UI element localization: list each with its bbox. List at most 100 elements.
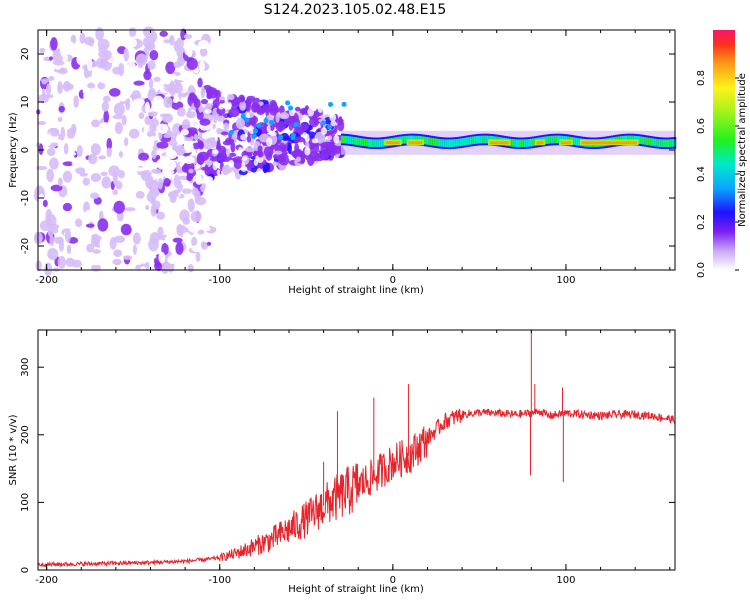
heatmap-cell (73, 95, 79, 108)
heatmap-cell (216, 127, 223, 135)
heatmap-cell (440, 139, 444, 147)
heatmap-cell (45, 83, 52, 96)
heatmap-cell (654, 138, 658, 147)
y-tick-label: 0 (20, 147, 31, 153)
heatmap-cell (334, 246, 339, 253)
heatmap-cell (186, 127, 198, 135)
heatmap-cell (175, 241, 184, 255)
heatmap-cell (79, 172, 88, 177)
heatmap-cell (428, 137, 432, 146)
heatmap-cell (323, 34, 328, 43)
heatmap-cell (261, 194, 266, 201)
heatmap-cell (167, 255, 179, 265)
heatmap-cell (193, 133, 199, 141)
heatmap-cell (158, 251, 166, 264)
heatmap-cell (197, 229, 205, 235)
x-tick-label: -100 (208, 275, 231, 286)
heatmap-cell (306, 238, 312, 245)
heatmap-cell (78, 234, 85, 242)
heatmap-cell (355, 137, 359, 146)
heatmap-cell (220, 131, 229, 136)
heatmap-cell (235, 117, 246, 130)
heatmap-cell (432, 138, 436, 146)
heatmap-cell (251, 228, 259, 238)
heatmap-cell (108, 88, 121, 97)
snr-x-label: Height of straight line (km) (288, 584, 424, 595)
heatmap-cell (85, 209, 97, 216)
heatmap-cell (182, 217, 191, 225)
heatmap-cell (256, 122, 262, 128)
heatmap-cell (515, 139, 519, 147)
heatmap-cell (517, 139, 521, 148)
heatmap-cell (50, 127, 60, 137)
heatmap-cell (127, 61, 136, 69)
heatmap-cell (290, 51, 297, 57)
heatmap-cell (253, 128, 259, 134)
heatmap-cell (311, 138, 319, 144)
heatmap-cell (174, 82, 183, 94)
heatmap-cell (76, 53, 88, 66)
heatmap-cell (65, 151, 77, 157)
heatmap-cell (112, 171, 118, 186)
heatmap-cell (656, 138, 660, 147)
heatmap-cell (138, 152, 150, 161)
heatmap-cell (168, 137, 178, 147)
heatmap-cell (71, 161, 77, 166)
heatmap-cell (74, 218, 83, 228)
x-tick-label: 100 (556, 575, 575, 586)
heatmap-cell (650, 138, 654, 146)
heatmap-cell (467, 137, 471, 145)
heatmap-cell (552, 135, 556, 144)
heatmap-cell (103, 109, 110, 124)
heatmap-cell (97, 38, 110, 51)
heatmap-cell (196, 110, 204, 120)
heatmap-cell (209, 200, 215, 205)
heatmap-cell (159, 173, 172, 179)
heatmap-cell (278, 77, 285, 88)
heatmap-cell (64, 228, 71, 243)
snr-spikes (323, 330, 564, 506)
heatmap-cell (216, 115, 225, 122)
heatmap-cell (200, 241, 207, 248)
y-tick-label: 300 (20, 358, 31, 377)
heatmap-cell (554, 135, 558, 144)
snr-series-line (37, 408, 676, 568)
heatmap-cell (424, 136, 428, 145)
heatmap-cell (328, 101, 334, 107)
heatmap-cell (204, 255, 210, 269)
heatmap-cell (159, 30, 168, 37)
heatmap-cell (363, 138, 367, 147)
heatmap-cell (133, 80, 145, 86)
heatmap-cell (330, 120, 337, 127)
heatmap-cell (205, 87, 218, 96)
heatmap-cell (97, 81, 106, 90)
heatmap-cell (257, 229, 263, 234)
heatmap-cell (478, 135, 482, 144)
heatmap-cell (228, 129, 234, 135)
heatmap-cell (523, 139, 527, 148)
heatmap-cell (313, 152, 325, 162)
heatmap-cell (161, 264, 169, 274)
heatmap-cell (382, 139, 386, 147)
heatmap-cell (573, 137, 577, 146)
heatmap-cell (139, 254, 149, 264)
heatmap-cell (173, 61, 182, 68)
heatmap-cell (200, 98, 208, 105)
heatmap-cell (58, 105, 65, 113)
heatmap-cell (227, 213, 233, 221)
heatmap-cell (185, 111, 196, 119)
heatmap-cell (200, 86, 206, 99)
heatmap-cell (287, 175, 291, 181)
heatmap-cell (225, 148, 230, 157)
x-tick-label: -100 (208, 575, 231, 586)
heatmap-cell (294, 106, 301, 112)
heatmap-cell (57, 255, 66, 269)
heatmap-cell (264, 226, 271, 235)
heatmap-cell (271, 103, 276, 109)
heatmap-cell (367, 139, 371, 147)
heatmap-cell (329, 113, 337, 122)
heatmap-cell (536, 141, 544, 145)
heatmap-cell (112, 189, 118, 196)
heatmap-cell (64, 108, 75, 119)
colorbar-ticks: 0.0 0.2 0.4 0.6 0.8 (696, 70, 739, 278)
